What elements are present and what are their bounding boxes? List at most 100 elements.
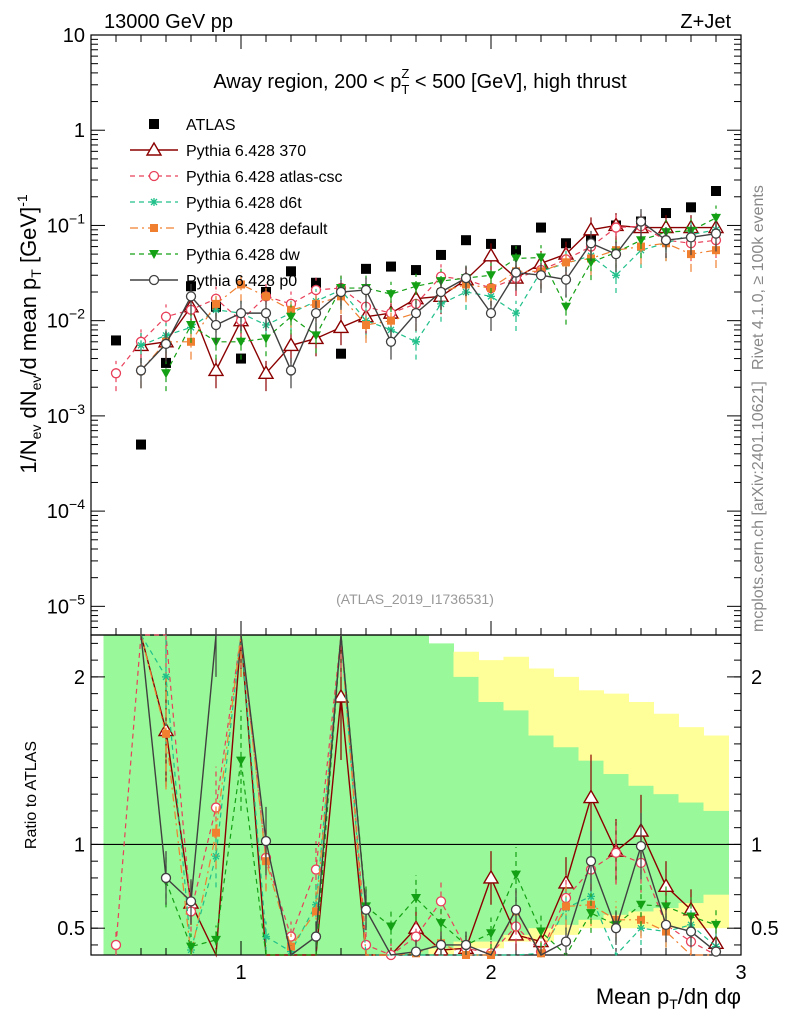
x-axis-title: Mean pT/dη dφ [596,984,741,1012]
data-point [536,927,546,937]
data-point [586,258,596,268]
data-point [637,924,645,933]
data-point [257,364,275,380]
green-band-bin [128,635,154,955]
data-point [685,232,697,243]
data-point [410,946,422,957]
data-point [610,222,622,233]
data-point [486,929,496,939]
legend-marker-csc [148,170,160,182]
legend-marker-p370 [145,141,163,156]
legend-label-default: Pythia 6.428 default [186,221,328,238]
data-point [582,789,600,804]
data-point [211,935,221,945]
data-point [660,235,672,246]
legend: ATLAS Pythia 6.428 370 Pythia 6.428 atlas-… [130,117,343,290]
data-point [661,208,671,219]
data-point [386,922,396,932]
data-point [635,216,647,227]
legend-label-p370: Pythia 6.428 370 [186,143,306,160]
mcplots-label: mcplots.cern.ch [arXiv:2401.10621] [750,381,767,632]
data-point [636,236,646,246]
data-point [585,238,597,249]
data-point [210,319,222,331]
data-point [412,337,420,346]
green-band-bin [203,635,229,955]
ratio-y-tick-label-right: 1 [751,834,762,856]
y-tick-label: 10 [63,25,85,47]
green-band-bin [228,635,254,955]
data-point [435,939,447,951]
data-point [212,305,220,314]
x-tick-label: 2 [485,962,496,984]
process-label: Z+Jet [680,11,731,33]
data-point [235,307,247,319]
ratio-axis-title: Ratio to ATLAS [23,741,40,849]
series-p0 [135,209,722,389]
series-line-d6t [140,634,717,957]
y-tick-label: 1 [74,120,85,142]
rivet-version-label: Rivet 4.1.0, ≥ 100k events [750,185,767,370]
data-point [310,864,322,875]
data-point [610,248,622,260]
data-point [711,213,721,223]
data-point [236,337,246,347]
data-point [511,870,521,880]
data-point [160,872,172,884]
series-p0 [140,634,722,957]
data-point [635,840,647,852]
green-band-bin [478,702,504,942]
legend-label-dw: Pythia 6.428 dw [186,247,300,264]
data-point [110,368,122,379]
data-point [510,904,522,915]
data-point [136,439,146,450]
legend-label-data: ATLAS [186,117,236,134]
green-band-bin [678,802,704,904]
data-point [710,946,722,957]
legend-marker-data [149,119,159,129]
data-point [360,284,372,296]
data-point [586,909,596,919]
data-point [561,302,571,312]
ratio-axis-ticks: 0.5 0.5 1 1 2 2 1 2 3 [57,35,779,984]
data-point [286,312,296,322]
data-point [137,341,145,350]
data-point [262,292,270,301]
x-tick-label: 3 [735,962,746,984]
legend-label-csc: Pythia 6.428 atlas-csc [186,169,343,186]
data-point [332,688,350,703]
data-point [161,369,171,379]
data-point [512,309,520,318]
data-point [310,931,322,942]
data-point [536,222,546,233]
data-point [336,348,346,359]
data-point [482,247,500,262]
data-point [711,186,721,197]
data-point [332,318,350,334]
data-point [362,321,370,330]
data-point [160,338,172,350]
data-point [485,307,497,319]
x-tick-label: 1 [235,962,246,984]
legend-marker-default [150,224,158,232]
data-point [436,919,446,929]
main-axis-ticks: 10 1 10−1 10−2 10−3 10−4 10−5 [47,25,741,628]
data-point [310,307,322,319]
data-point [335,286,347,298]
data-point [212,828,220,837]
data-point [487,292,495,301]
data-point [186,942,196,952]
legend-marker-dw [149,250,159,259]
data-point [261,334,271,344]
data-point [686,202,696,213]
data-point [360,904,372,915]
data-point [311,331,321,341]
legend-marker-d6t [150,198,158,206]
data-point [711,920,721,930]
data-point [610,847,622,858]
legend-label-d6t: Pythia 6.428 d6t [186,195,302,212]
data-point [387,316,395,325]
series-line-p0 [140,634,717,957]
ratio-y-tick-label: 0.5 [57,918,85,940]
